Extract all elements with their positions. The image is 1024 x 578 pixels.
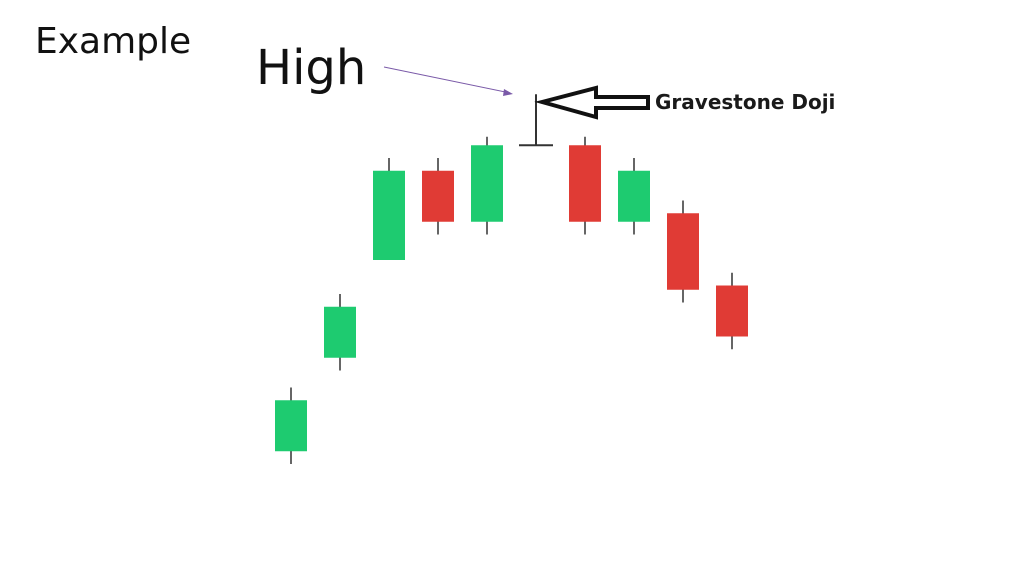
candle-bearish xyxy=(569,136,601,235)
candle-body xyxy=(275,400,307,452)
callout-arrow-icon xyxy=(534,85,650,120)
candle-body xyxy=(471,145,503,222)
gravestone-doji-label: Gravestone Doji xyxy=(655,90,835,114)
candle-bullish xyxy=(275,387,307,464)
candle-body xyxy=(667,213,699,290)
candle-bearish xyxy=(422,158,454,235)
candle-bullish xyxy=(471,136,503,235)
candle-bullish xyxy=(373,158,405,260)
candle-body xyxy=(716,285,748,337)
candle-bearish xyxy=(716,272,748,350)
high-pointer-line xyxy=(383,66,511,94)
candle-body xyxy=(422,170,454,222)
annotations: Gravestone Doji xyxy=(383,66,835,120)
high-label: High xyxy=(256,40,367,96)
candle-bullish xyxy=(618,158,650,235)
candle-bullish xyxy=(324,294,356,371)
candle-bearish xyxy=(667,200,699,303)
candle-body xyxy=(373,170,405,260)
slide-title: Example xyxy=(35,21,192,62)
candle-body xyxy=(324,306,356,358)
candle-doji xyxy=(519,94,553,147)
high-pointer-arrowhead xyxy=(503,89,513,96)
candles xyxy=(275,94,748,464)
candle-body xyxy=(618,170,650,222)
candle-body xyxy=(569,145,601,222)
